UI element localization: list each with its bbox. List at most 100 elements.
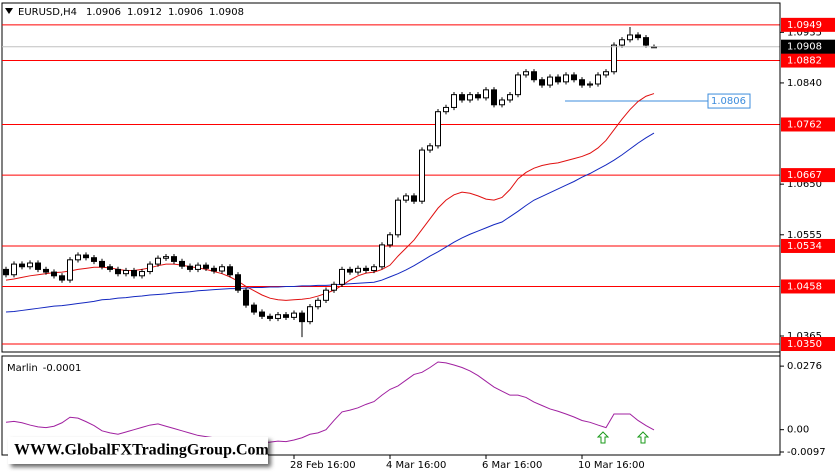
signal-arrows	[596, 431, 650, 444]
candle-body	[275, 314, 281, 319]
candle-body	[67, 259, 73, 281]
candle-body	[59, 275, 65, 281]
candle-body	[635, 34, 641, 39]
symbol: EURUSD,H4	[18, 7, 77, 18]
level-label-box	[781, 168, 835, 183]
candle-body	[243, 289, 249, 306]
candle-body	[259, 311, 265, 317]
candle-body	[427, 145, 433, 151]
candle-body	[307, 306, 313, 323]
oscillator-line	[5, 361, 655, 444]
candle-body	[227, 266, 233, 276]
candle-body	[443, 106, 449, 113]
candle-body	[515, 74, 521, 96]
chart-title: EURUSD,H4 1.0906 1.0912 1.0906 1.0908	[18, 7, 244, 18]
price-label: 1.0908	[787, 42, 822, 53]
candle-body	[3, 268, 9, 276]
candle-body	[107, 266, 113, 270]
candle-body	[187, 265, 193, 270]
candle-body	[323, 289, 329, 301]
candle-body	[387, 234, 393, 246]
level-label: 1.0762	[787, 119, 822, 130]
level-label: 1.0882	[787, 56, 822, 67]
level-label-box	[781, 117, 835, 132]
candle-body	[43, 268, 49, 273]
candle-body	[579, 79, 585, 86]
candle-body	[459, 94, 465, 101]
candle-body	[491, 89, 497, 106]
candle-body	[51, 271, 57, 277]
candle-body	[27, 262, 33, 268]
candle-body	[11, 263, 17, 276]
candle-body	[35, 262, 41, 270]
candle-body	[595, 74, 601, 85]
candle-body	[547, 76, 553, 86]
candle-body	[411, 195, 417, 202]
marker-label: 1.0806	[711, 96, 746, 107]
candle-body	[203, 264, 209, 269]
candle-body	[611, 44, 617, 73]
level-label: 1.0534	[787, 241, 822, 252]
y-tick-label: 1.0555	[787, 230, 822, 241]
candle-body	[195, 264, 201, 270]
candle-body	[83, 254, 89, 259]
menu-icon	[5, 8, 13, 14]
candle-body	[235, 274, 241, 291]
last-low: 1.0906	[168, 7, 203, 18]
candle-body	[619, 39, 625, 46]
signal-arrow	[596, 431, 610, 444]
candle-body	[587, 83, 593, 86]
candle-body	[179, 260, 185, 267]
candle-body	[523, 71, 529, 76]
y-tick-label: 1.0840	[787, 78, 822, 89]
x-tick-label: 6 Mar 16:00	[482, 460, 542, 471]
moving-average	[5, 93, 655, 301]
y-tick-label: 0.00	[787, 425, 809, 436]
candle-body	[211, 267, 217, 272]
candle-body	[355, 267, 361, 273]
main-panel	[1, 2, 781, 353]
candle-body	[643, 37, 649, 46]
candle-body	[379, 244, 385, 268]
candle-body	[435, 111, 441, 147]
level-label-box	[781, 337, 835, 352]
level-label-box	[781, 17, 835, 32]
candle-body	[123, 269, 129, 275]
candle-body	[363, 267, 369, 271]
watermark-box	[8, 437, 268, 464]
candle-body	[571, 74, 577, 81]
candle-body	[267, 315, 273, 319]
y-tick-label: 0.0276	[787, 361, 822, 372]
moving-average	[5, 132, 655, 313]
candle-body	[467, 94, 473, 101]
last-close: 1.0908	[209, 7, 244, 18]
candle-body	[171, 256, 177, 262]
level-label: 1.0667	[787, 170, 822, 181]
signal-arrow	[636, 431, 650, 444]
level-label: 1.0458	[787, 281, 822, 292]
watermark: WWW.GlobalFXTradingGroup.Com	[14, 442, 270, 459]
candle-body	[115, 268, 121, 275]
marker-label-box	[707, 93, 751, 109]
candle-body	[99, 260, 105, 268]
candle-body	[19, 263, 25, 268]
candle-body	[91, 257, 97, 262]
x-tick-label: 4 Mar 16:00	[386, 460, 446, 471]
level-label-box	[781, 279, 835, 294]
candle-body	[563, 74, 569, 83]
level-label: 1.0350	[787, 339, 822, 350]
candle-body	[507, 94, 513, 101]
oscillator-title: Marlin -0.0001	[7, 363, 81, 374]
candle-body	[131, 269, 137, 277]
candle-body	[163, 256, 169, 259]
candle-body	[531, 71, 537, 81]
y-tick-label: -0.0097	[787, 447, 826, 458]
candle-body	[603, 71, 609, 76]
x-tick-label: 10 Mar 16:00	[578, 460, 645, 471]
candle-body	[283, 314, 289, 318]
candle-body	[483, 89, 489, 99]
candle-body	[627, 34, 633, 41]
candle-body	[331, 283, 337, 291]
candle-body	[251, 304, 257, 313]
